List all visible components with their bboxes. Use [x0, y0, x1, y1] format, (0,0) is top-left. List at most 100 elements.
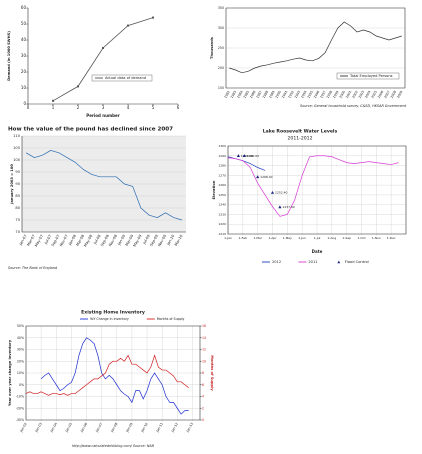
- legend-label: YoY Change in Inventory: [90, 317, 129, 321]
- x-tick-label: 2000: [338, 90, 346, 99]
- y-tick-label: 100: [13, 158, 21, 162]
- data-point: [270, 190, 275, 194]
- x-tick-label: Sep-09: [149, 233, 159, 247]
- x-tick-label: 2007: [383, 90, 391, 99]
- x-tick-label: 2003: [358, 90, 366, 99]
- y-tick-label: 150: [218, 86, 224, 90]
- source-note: http://www.calculatedriskblog.com/ Sourc…: [72, 444, 155, 448]
- x-tick-label: 6: [177, 105, 180, 110]
- y-tick-label: 10%: [17, 371, 24, 375]
- data-point: [278, 205, 282, 209]
- x-tick-label: 1994: [300, 90, 308, 99]
- x-tick-label: 5: [152, 105, 155, 110]
- y-axis-label: Thousands: [210, 37, 214, 59]
- y-tick-label: 85: [15, 194, 20, 198]
- x-axis-label: Period number: [86, 113, 119, 118]
- data-point: [242, 154, 246, 157]
- x-axis-label: Date: [312, 249, 323, 254]
- x-tick-label: Jan-10: [140, 422, 149, 434]
- chart-title: Existing Home Inventory: [81, 310, 145, 316]
- x-tick-label: Mar-09: [125, 233, 135, 246]
- y-tick-label: 0%: [19, 383, 24, 387]
- axes: [21, 136, 186, 233]
- data-label: 1252.40: [275, 191, 287, 195]
- x-tick-label: 2002: [351, 90, 359, 99]
- y2-tick-label: 2: [202, 406, 204, 410]
- x-tick-label: 1-Aug: [327, 236, 336, 240]
- data-label: 1268.40: [260, 175, 272, 179]
- data-point: [152, 16, 154, 19]
- y-tick-label: 40: [21, 37, 27, 42]
- x-tick-label: 1990: [275, 90, 283, 99]
- y-tick-label: 80: [15, 206, 20, 210]
- x-tick-label: May-08: [83, 233, 93, 247]
- x-tick-label: 1995: [307, 90, 315, 99]
- x-tick-label: Nov-07: [59, 234, 69, 247]
- y-tick-label: 50: [21, 21, 27, 26]
- x-tick-label: Jan-07: [94, 422, 103, 434]
- y-axis-label: January 2003 = 100: [10, 164, 14, 205]
- y-tick-label: 250: [218, 46, 224, 50]
- x-tick-label: Jul-08: [93, 233, 102, 245]
- x-tick-label: Jan-11: [155, 422, 164, 434]
- data-point: [77, 85, 79, 88]
- x-tick-label: 1-Oct: [357, 236, 366, 240]
- y2-tick-label: 10: [202, 359, 206, 363]
- x-tick-label: 1988: [262, 90, 270, 99]
- y-tick-label: 1270: [218, 173, 226, 177]
- x-tick-label: 1-Mar: [253, 236, 262, 240]
- x-tick-label: Jan-06: [79, 422, 88, 434]
- data-label: 1237.60: [282, 205, 294, 209]
- x-tick-label: 1982: [223, 90, 231, 99]
- legend-box: [91, 74, 153, 82]
- chart-title: Lake Roosevelt Water Levels: [263, 129, 338, 135]
- series-line: [40, 337, 189, 415]
- data-label: 1290.00: [247, 154, 259, 158]
- y-tick-label: 1230: [218, 212, 226, 216]
- data-point: [236, 154, 240, 157]
- y2-tick-label: 0: [202, 418, 204, 422]
- series-line: [25, 150, 182, 221]
- y2-tick-label: 12: [202, 348, 206, 352]
- x-tick-label: 2005: [370, 90, 378, 99]
- y-tick-label: 20: [21, 69, 27, 74]
- legend-box: [336, 72, 400, 80]
- y-axis-label: Elevation: [212, 180, 216, 199]
- y-tick-label: 95: [15, 170, 20, 174]
- y-tick-label: 200: [218, 66, 224, 70]
- source-note: Source: The Bank of England: [8, 266, 58, 270]
- x-tick-label: 3: [102, 105, 105, 110]
- x-tick-label: 1-Sep: [342, 236, 351, 240]
- y-tick-label: 110: [13, 134, 21, 138]
- x-tick-label: Jan-09: [125, 422, 134, 434]
- y-tick-label: 1300: [218, 144, 226, 148]
- y-tick-label: 1250: [218, 193, 226, 197]
- axes: [225, 7, 406, 89]
- x-tick-label: Jan-08: [67, 233, 77, 246]
- x-tick-label: 1984: [236, 90, 244, 99]
- y-tick-label: 10: [21, 85, 27, 90]
- chart-title: How the value of the pound has declined …: [8, 127, 173, 133]
- x-tick-label: 1999: [332, 90, 340, 99]
- legend-label: Total Employed Persons: [349, 74, 393, 78]
- x-tick-label: Nov-09: [157, 233, 167, 247]
- x-tick-label: 4: [127, 105, 130, 110]
- x-tick-label: 1997: [319, 90, 327, 99]
- y2-tick-label: 16: [202, 324, 206, 328]
- y-tick-label: 40%: [17, 336, 24, 340]
- x-tick-label: 1-May: [283, 236, 292, 240]
- y2-axis-label: Months of Supply: [210, 355, 214, 391]
- y-tick-label: 60: [21, 5, 27, 10]
- axes: [27, 8, 178, 105]
- x-tick-label: Jan-04: [49, 422, 58, 434]
- y-tick-label: 1240: [218, 203, 226, 207]
- x-tick-label: Jan-02: [19, 422, 28, 434]
- x-tick-label: Jan-09: [117, 233, 127, 246]
- y-tick-label: 30: [21, 53, 27, 58]
- x-tick-label: 2: [77, 105, 80, 110]
- x-tick-label: Jan-13: [185, 422, 194, 434]
- y-tick-label: 350: [218, 6, 224, 10]
- y-tick-label: 1220: [218, 222, 226, 226]
- x-tick-label: 2004: [364, 90, 372, 99]
- chart-subtitle: 2011-2012: [287, 136, 312, 142]
